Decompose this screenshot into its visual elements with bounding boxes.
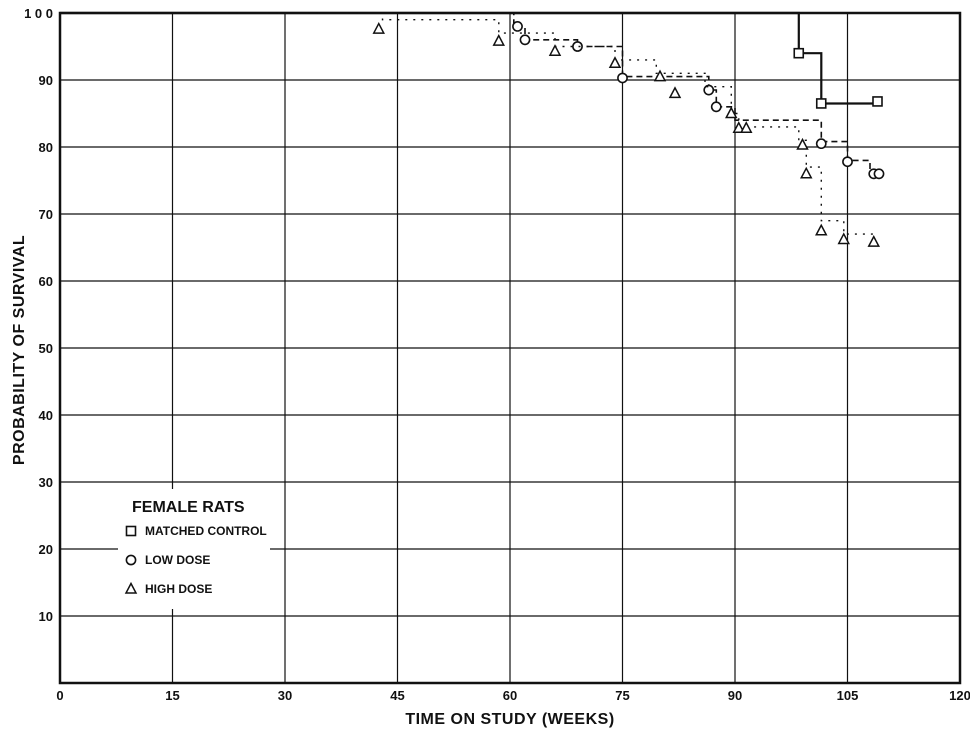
legend-title: FEMALE RATS bbox=[132, 499, 245, 516]
triangle-marker bbox=[740, 121, 753, 133]
x-tick-label: 90 bbox=[728, 688, 742, 703]
legend-label: LOW DOSE bbox=[145, 553, 210, 567]
legend-square-marker bbox=[125, 525, 137, 537]
triangle-marker bbox=[837, 232, 850, 245]
legend-background bbox=[118, 489, 270, 609]
triangle-marker bbox=[867, 235, 880, 247]
y-tick-label: 1 0 0 bbox=[24, 6, 53, 21]
triangle-marker bbox=[800, 166, 813, 179]
grid-lines bbox=[60, 13, 960, 683]
series-square bbox=[60, 11, 883, 109]
y-tick-label: 70 bbox=[39, 207, 53, 222]
y-tick-label: 10 bbox=[39, 609, 53, 624]
y-axis-title: PROBABILITY OF SURVIVAL bbox=[11, 235, 28, 465]
series-layer bbox=[60, 11, 885, 247]
x-tick-label: 0 bbox=[56, 688, 63, 703]
circle-marker bbox=[710, 101, 722, 113]
x-tick-label: 105 bbox=[837, 688, 859, 703]
square-marker bbox=[815, 98, 827, 109]
triangle-marker bbox=[548, 44, 562, 56]
y-tick-label: 30 bbox=[39, 475, 53, 490]
y-tick-label: 20 bbox=[39, 542, 53, 557]
circle-marker bbox=[519, 34, 531, 46]
triangle-marker bbox=[608, 56, 622, 68]
circle-marker bbox=[842, 156, 853, 168]
square-marker bbox=[872, 96, 883, 107]
legend-circle-marker bbox=[125, 554, 137, 566]
series-triangle bbox=[60, 12, 880, 247]
circle-marker bbox=[617, 72, 628, 84]
series-line-triangle bbox=[60, 12, 874, 235]
x-tick-label: 30 bbox=[278, 688, 292, 703]
y-tick-label: 40 bbox=[39, 408, 53, 423]
triangle-marker bbox=[796, 137, 809, 150]
y-axis-ticks: 10 20 30 40 50 60 70 80 90 1 0 0 bbox=[24, 6, 53, 624]
x-axis-title: TIME ON STUDY (WEEKS) bbox=[405, 711, 614, 728]
series-circle bbox=[60, 12, 885, 180]
triangle-marker bbox=[815, 223, 828, 236]
circle-marker bbox=[512, 20, 523, 32]
square-marker bbox=[793, 47, 805, 59]
circle-marker bbox=[572, 41, 583, 52]
y-tick-label: 60 bbox=[39, 274, 53, 289]
circle-marker bbox=[873, 168, 885, 180]
legend-entries: MATCHED CONTROL LOW DOSE HIGH DOSE bbox=[124, 524, 267, 596]
y-tick-label: 90 bbox=[39, 73, 53, 88]
series-line-circle bbox=[60, 12, 878, 175]
series-line-square bbox=[60, 11, 878, 105]
triangle-marker bbox=[732, 121, 745, 133]
circle-marker bbox=[703, 84, 715, 96]
legend-triangle-marker bbox=[124, 581, 138, 594]
triangle-marker bbox=[492, 34, 505, 46]
legend: FEMALE RATS MATCHED CONTROL LOW DOSE HIGH … bbox=[118, 489, 270, 609]
x-tick-label: 75 bbox=[615, 688, 629, 703]
plot-area bbox=[58, 11, 962, 685]
triangle-marker bbox=[725, 106, 738, 119]
triangle-marker bbox=[653, 69, 667, 82]
x-tick-label: 45 bbox=[390, 688, 404, 703]
x-tick-label: 15 bbox=[165, 688, 179, 703]
triangle-marker bbox=[372, 21, 385, 34]
legend-label: MATCHED CONTROL bbox=[145, 524, 267, 538]
legend-label: HIGH DOSE bbox=[145, 582, 212, 596]
y-tick-label: 50 bbox=[39, 341, 53, 356]
x-tick-label: 120 bbox=[949, 688, 970, 703]
y-tick-label: 80 bbox=[39, 140, 53, 155]
x-axis-ticks: 0 15 30 45 60 75 90 105 120 bbox=[56, 688, 970, 703]
circle-marker bbox=[815, 138, 827, 150]
x-tick-label: 60 bbox=[503, 688, 517, 703]
triangle-marker bbox=[668, 86, 682, 99]
